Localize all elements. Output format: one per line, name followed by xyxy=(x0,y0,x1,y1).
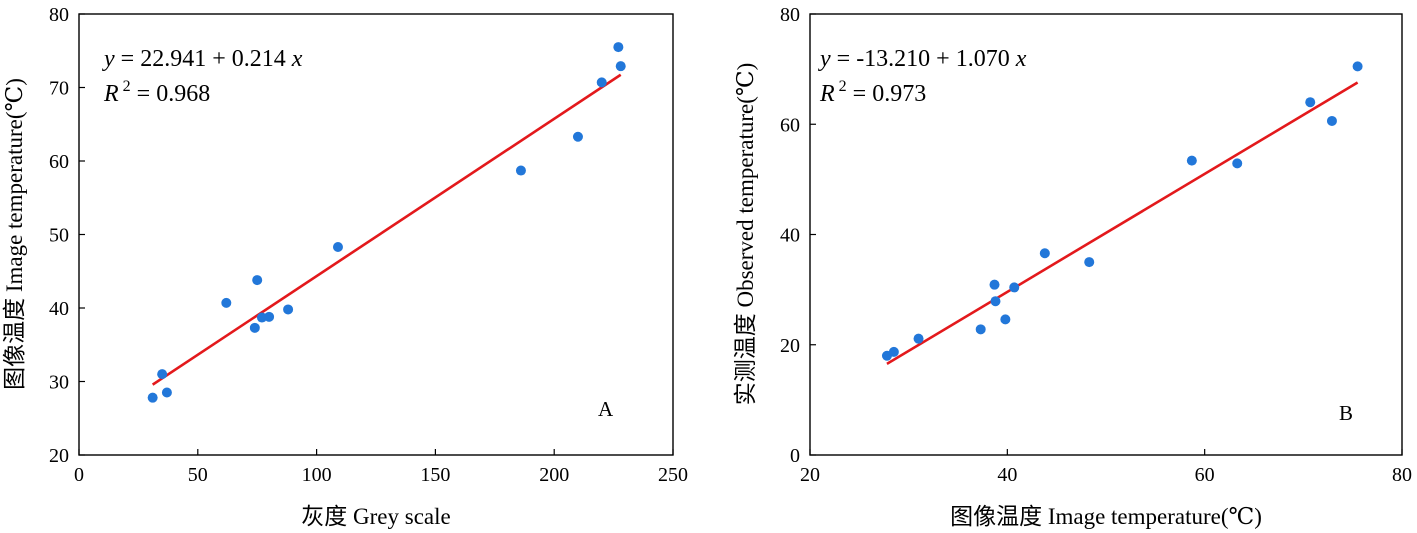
chart-a-x-tick-label: 0 xyxy=(74,464,84,486)
chart-b-y-tick-label: 60 xyxy=(780,114,800,136)
chart-a-data-point xyxy=(157,369,168,380)
chart-a-x-tick-label: 100 xyxy=(302,464,332,486)
chart-b-fit-line xyxy=(886,81,1359,365)
chart-a-equation: y = 22.941 + 0.214 x xyxy=(102,46,303,72)
chart-a-x-tick-label: 50 xyxy=(188,464,208,486)
chart-b-x-tick-label: 20 xyxy=(800,464,820,486)
chart-b-equation: y = -13.210 + 1.070 x xyxy=(818,46,1027,72)
chart-a-data-point xyxy=(161,387,172,398)
chart-b-data-point xyxy=(888,346,899,357)
chart-b-y-tick-label: 80 xyxy=(780,4,800,26)
chart-b-data-point xyxy=(975,324,986,335)
chart-a-panel-label: A xyxy=(598,397,614,421)
chart-a-data-point xyxy=(613,42,624,53)
chart-b-panel-label: B xyxy=(1339,401,1353,425)
chart-a-data-point xyxy=(615,61,626,72)
chart-a-data-point xyxy=(283,304,294,315)
chart-a-data-point xyxy=(221,297,232,308)
chart-a-data-point xyxy=(264,311,275,322)
chart-b-data-point xyxy=(1352,61,1363,72)
chart-b-y-axis-label: 实测温度 Observed temperature(℃) xyxy=(733,63,758,406)
chart-a-data-point xyxy=(252,275,263,286)
chart-b-data-point xyxy=(1039,248,1050,259)
chart-b-data-point xyxy=(989,279,1000,290)
chart-a-fit-line xyxy=(151,73,622,386)
chart-a-data-point xyxy=(147,392,158,403)
chart-a-data-point xyxy=(332,241,343,252)
chart-a-data-point xyxy=(515,165,526,176)
chart-b-x-tick-label: 80 xyxy=(1392,464,1412,486)
chart-a-y-tick-label: 70 xyxy=(49,78,69,100)
chart-b-y-tick-label: 0 xyxy=(790,445,800,467)
chart-a-x-tick-label: 150 xyxy=(420,464,450,486)
chart-b-data-point xyxy=(1305,97,1316,108)
chart-b-data-point xyxy=(1232,158,1243,169)
chart-b-data-point xyxy=(1000,314,1011,325)
chart-b-x-axis-label: 图像温度 Image temperature(℃) xyxy=(950,504,1262,529)
chart-b-data-point xyxy=(1326,115,1337,126)
chart-a-x-tick-label: 200 xyxy=(539,464,569,486)
chart-a-data-point xyxy=(572,131,583,142)
chart-b-x-tick-label: 60 xyxy=(1195,464,1215,486)
chart-a-y-tick-label: 80 xyxy=(49,4,69,26)
chart-a-marks: 0 50 100 150 200 250 20 30 40 50 60 70 80 xyxy=(49,4,688,486)
chart-a-y-axis-label: 图像温度 Image temperature(℃) xyxy=(2,78,27,390)
chart-a-y-tick-label: 20 xyxy=(49,445,69,467)
chart-a-y-tick-label: 40 xyxy=(49,298,69,320)
chart-a-y-tick-label: 50 xyxy=(49,225,69,247)
chart-b-data-point xyxy=(1084,257,1095,268)
chart-b-x-tick-label: 40 xyxy=(997,464,1017,486)
chart-b-data-point xyxy=(1009,282,1020,293)
chart-b-r-squared: R 2 = 0.973 xyxy=(819,78,926,107)
chart-a-data-point xyxy=(596,77,607,88)
chart-a-y-tick-label: 60 xyxy=(49,151,69,173)
chart-b-y-tick-label: 40 xyxy=(780,225,800,247)
chart-a-x-axis-label: 灰度 Grey scale xyxy=(301,504,450,529)
chart-a-data-point xyxy=(249,322,260,333)
chart-a-x-tick-label: 250 xyxy=(658,464,688,486)
chart-a-r-squared: R 2 = 0.968 xyxy=(103,78,210,107)
chart-b-data-point xyxy=(990,296,1001,307)
chart-a-y-tick-label: 30 xyxy=(49,372,69,394)
chart-b-data-point xyxy=(913,333,924,344)
chart-b-data-point xyxy=(1186,155,1197,166)
chart-b-y-tick-label: 20 xyxy=(780,335,800,357)
chart-a: 0 50 100 150 200 250 20 30 40 50 60 70 80 y = 22.941… xyxy=(2,4,688,529)
